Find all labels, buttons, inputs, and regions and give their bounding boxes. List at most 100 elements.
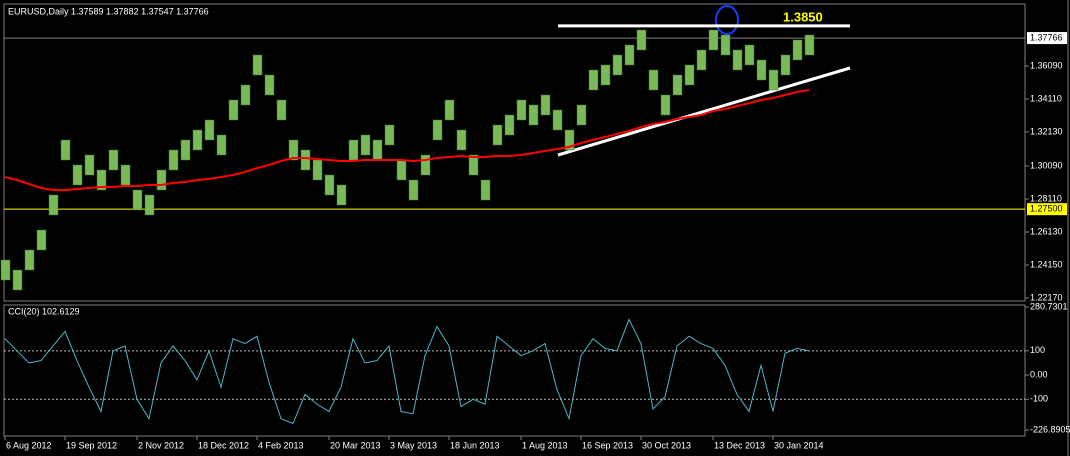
price-label-box — [1027, 32, 1067, 45]
price-bar — [204, 119, 215, 141]
price-bar — [36, 229, 47, 251]
x-tick-label: 13 Dec 2013 — [714, 440, 765, 450]
chart-title: EURUSD,Daily 1.37589 1.37882 1.37547 1.3… — [8, 6, 209, 16]
price-bar — [600, 64, 611, 86]
price-bar — [684, 64, 695, 86]
price-bar — [348, 139, 359, 161]
x-tick-label: 18 Dec 2012 — [198, 440, 249, 450]
price-bar — [528, 104, 539, 126]
price-bar — [732, 49, 743, 71]
price-bar — [300, 149, 311, 171]
price-bar — [588, 69, 599, 91]
price-bar — [480, 179, 491, 201]
price-bar — [132, 189, 143, 211]
price-bar — [48, 194, 59, 216]
price-bar — [492, 124, 503, 146]
y-tick-label: 1.36090 — [1030, 60, 1063, 70]
price-bar — [576, 104, 587, 126]
price-bar — [720, 34, 731, 56]
price-bar — [504, 114, 515, 136]
price-bar — [372, 139, 383, 161]
price-bar — [396, 159, 407, 181]
price-bar — [540, 94, 551, 116]
y-tick-label: 100 — [1030, 345, 1045, 355]
annotation: 1.3850 — [783, 9, 823, 24]
y-tick-label: 1.32130 — [1030, 126, 1063, 136]
price-bar — [72, 164, 83, 186]
price-bar — [96, 169, 107, 191]
price-bar — [12, 269, 23, 291]
price-bar — [516, 99, 527, 121]
price-bar — [432, 119, 443, 141]
price-bar — [456, 129, 467, 151]
price-bar — [708, 29, 719, 51]
price-bar — [552, 109, 563, 131]
price-bar — [756, 59, 767, 81]
price-bar — [444, 99, 455, 121]
price-bar — [264, 74, 275, 96]
moving-average — [4, 89, 810, 191]
price-bar — [384, 124, 395, 146]
x-tick-label: 18 Jun 2013 — [450, 440, 500, 450]
price-bar — [24, 249, 35, 271]
price-label-box — [1027, 203, 1067, 216]
y-tick-label: 1.28110 — [1030, 193, 1062, 203]
price-bar — [228, 99, 239, 121]
price-bar — [564, 129, 575, 151]
price-bar — [324, 174, 335, 196]
y-tick-label: 0.00 — [1030, 369, 1048, 379]
price-bar — [360, 134, 371, 156]
y-tick-label: 1.34110 — [1030, 93, 1062, 103]
price-label: 1.27500 — [1030, 204, 1063, 214]
price-bar — [420, 154, 431, 176]
price-bar — [792, 39, 803, 61]
y-tick-label: -100 — [1030, 394, 1048, 404]
cci-title: CCI(20) 102.6129 — [8, 306, 80, 316]
price-bar — [0, 259, 11, 281]
price-bar — [216, 134, 227, 156]
x-tick-label: 4 Feb 2013 — [258, 440, 304, 450]
price-bar — [120, 164, 131, 186]
price-bar — [168, 149, 179, 171]
price-bar — [612, 54, 623, 76]
y-tick-label: 1.26130 — [1030, 226, 1063, 236]
price-bar — [768, 69, 779, 91]
price-bar — [672, 74, 683, 96]
price-bar — [84, 154, 95, 176]
price-bar — [288, 139, 299, 161]
price-bar — [336, 184, 347, 206]
price-bar — [240, 84, 251, 106]
x-tick-label: 19 Sep 2012 — [66, 440, 117, 450]
price-bar — [144, 194, 155, 216]
price-bar — [108, 149, 119, 171]
cci-line — [4, 318, 810, 425]
x-tick-label: 1 Aug 2013 — [522, 440, 568, 450]
price-bar — [60, 139, 71, 161]
price-bar — [648, 69, 659, 91]
x-tick-label: 6 Aug 2012 — [6, 440, 52, 450]
y-tick-label: 1.24150 — [1030, 259, 1063, 269]
price-bar — [156, 169, 167, 191]
price-bar — [468, 154, 479, 176]
price-bar — [696, 49, 707, 71]
price-bar — [312, 159, 323, 181]
price-bar — [660, 94, 671, 116]
y-tick-label: 1.22170 — [1030, 292, 1063, 302]
price-bar — [192, 129, 203, 151]
price-bar — [408, 179, 419, 201]
price-label: 1.37766 — [1030, 32, 1063, 42]
price-bar — [180, 139, 191, 161]
trend-line — [557, 66, 851, 157]
price-bar — [804, 34, 815, 56]
x-tick-label: 30 Oct 2013 — [642, 440, 691, 450]
price-panel — [3, 3, 1026, 302]
y-tick-label: 1.30090 — [1030, 160, 1063, 170]
x-tick-label: 3 May 2013 — [390, 440, 437, 450]
price-bar — [780, 54, 791, 76]
x-tick-label: 30 Jan 2014 — [774, 440, 824, 450]
price-bar — [252, 54, 263, 76]
y-tick-label: 280.7301 — [1030, 301, 1068, 311]
price-bar — [276, 99, 287, 121]
